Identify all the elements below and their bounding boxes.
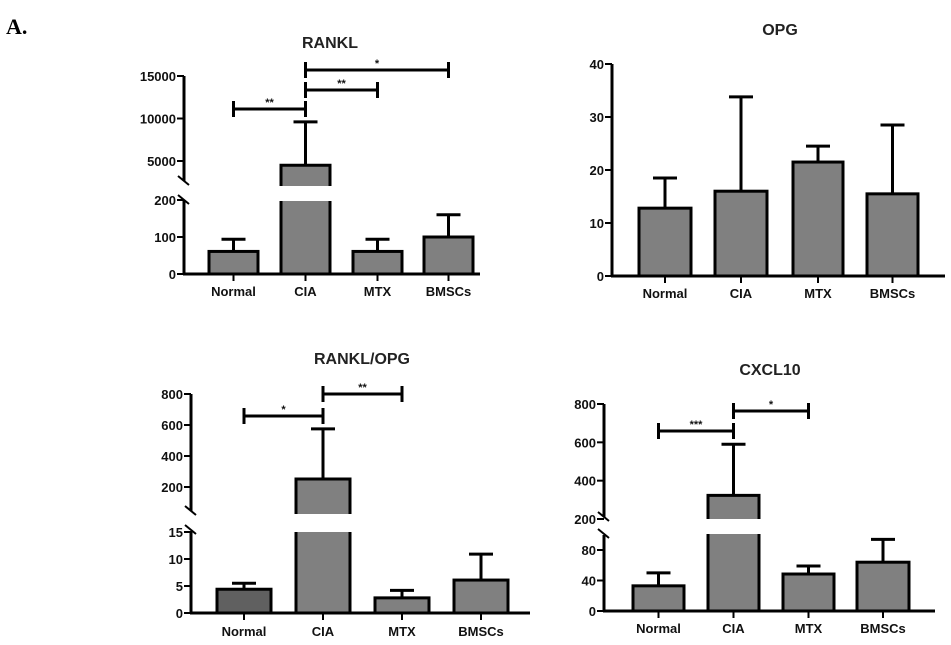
bar-lower-segment (279, 201, 332, 276)
y-tick-label: 400 (161, 449, 183, 464)
chart-title: OPG (762, 22, 798, 39)
y-tick-label: 15000 (140, 69, 176, 84)
significance-label: * (375, 58, 380, 70)
x-tick-label: Normal (636, 621, 681, 636)
y-tick-label: 10000 (140, 112, 176, 127)
bar-upper-segment (706, 493, 761, 519)
x-tick-label: Normal (222, 624, 267, 639)
y-tick-label: 100 (154, 230, 176, 245)
y-tick-label: 0 (597, 269, 604, 284)
y-tick-label: 5000 (147, 154, 176, 169)
x-tick-label: BMSCs (458, 624, 504, 639)
chart-rankl-opg: RANKL/OPG 0 5 10 15 200 400 600 800 Normal CIA MTX B… (161, 351, 530, 639)
significance-label: ** (265, 97, 274, 109)
x-tick-label: MTX (364, 284, 392, 299)
x-tick-label: MTX (795, 621, 823, 636)
x-tick-label: CIA (294, 284, 317, 299)
y-tick-label: 600 (574, 435, 596, 450)
x-tick-label: CIA (722, 621, 745, 636)
y-tick-label: 200 (161, 480, 183, 495)
bar (855, 560, 911, 613)
significance-label: * (281, 404, 286, 416)
x-tick-label: BMSCs (860, 621, 906, 636)
bar (452, 578, 510, 615)
x-tick-label: BMSCs (870, 286, 916, 301)
chart-cxcl10: CXCL10 0 40 80 200 400 600 800 Normal CIA MTX BMSCs… (574, 362, 935, 636)
y-tick-label: 10 (590, 216, 604, 231)
chart-title: CXCL10 (739, 362, 800, 379)
bar (422, 235, 475, 276)
bar-lower-segment (294, 532, 352, 615)
bar (865, 192, 920, 278)
y-tick-label: 800 (161, 387, 183, 402)
y-tick-label: 200 (154, 193, 176, 208)
x-tick-label: Normal (211, 284, 256, 299)
bar (351, 249, 404, 276)
y-tick-label: 5 (176, 579, 183, 594)
bar (631, 584, 686, 613)
x-tick-label: BMSCs (426, 284, 472, 299)
figure-panel-label: A. (6, 14, 27, 39)
chart-title: RANKL/OPG (314, 351, 410, 368)
y-tick-label: 800 (574, 397, 596, 412)
x-tick-label: CIA (730, 286, 753, 301)
axis-break-mark (597, 528, 610, 539)
y-tick-label: 200 (574, 512, 596, 527)
axis-break-mark (184, 505, 197, 516)
bar-lower-segment (706, 534, 761, 613)
bar (637, 206, 693, 278)
y-tick-label: 0 (176, 606, 183, 621)
y-tick-label: 0 (169, 267, 176, 282)
x-tick-label: MTX (388, 624, 416, 639)
chart-title: RANKL (302, 35, 358, 52)
y-tick-label: 10 (169, 552, 183, 567)
bar (207, 249, 260, 276)
significance-label: * (769, 399, 774, 411)
y-tick-label: 0 (589, 604, 596, 619)
bar (373, 596, 431, 615)
y-tick-label: 40 (590, 57, 604, 72)
chart-rankl: RANKL 0 100 200 5000 10000 15000 Normal CIA MTX BM… (140, 35, 480, 299)
significance-label: ** (337, 78, 346, 90)
bar (791, 160, 845, 278)
y-tick-label: 400 (574, 474, 596, 489)
axis-break-mark (184, 524, 197, 535)
y-tick-label: 20 (590, 163, 604, 178)
y-tick-label: 40 (582, 574, 596, 589)
x-tick-label: Normal (643, 286, 688, 301)
y-tick-label: 80 (582, 543, 596, 558)
x-tick-label: CIA (312, 624, 335, 639)
bar-upper-segment (294, 477, 352, 514)
significance-label: *** (690, 419, 704, 431)
y-tick-label: 600 (161, 418, 183, 433)
bar (713, 189, 769, 278)
bar (215, 587, 273, 615)
chart-opg: OPG 0 10 20 30 40 Normal CIA MTX BMSCs (590, 22, 945, 301)
bar-upper-segment (279, 163, 332, 186)
axis-break-mark (597, 511, 610, 522)
axis-break-mark (177, 175, 190, 186)
significance-label: ** (358, 382, 367, 394)
bar (781, 572, 836, 613)
y-tick-label: 30 (590, 110, 604, 125)
x-tick-label: MTX (804, 286, 832, 301)
y-tick-label: 15 (169, 525, 183, 540)
